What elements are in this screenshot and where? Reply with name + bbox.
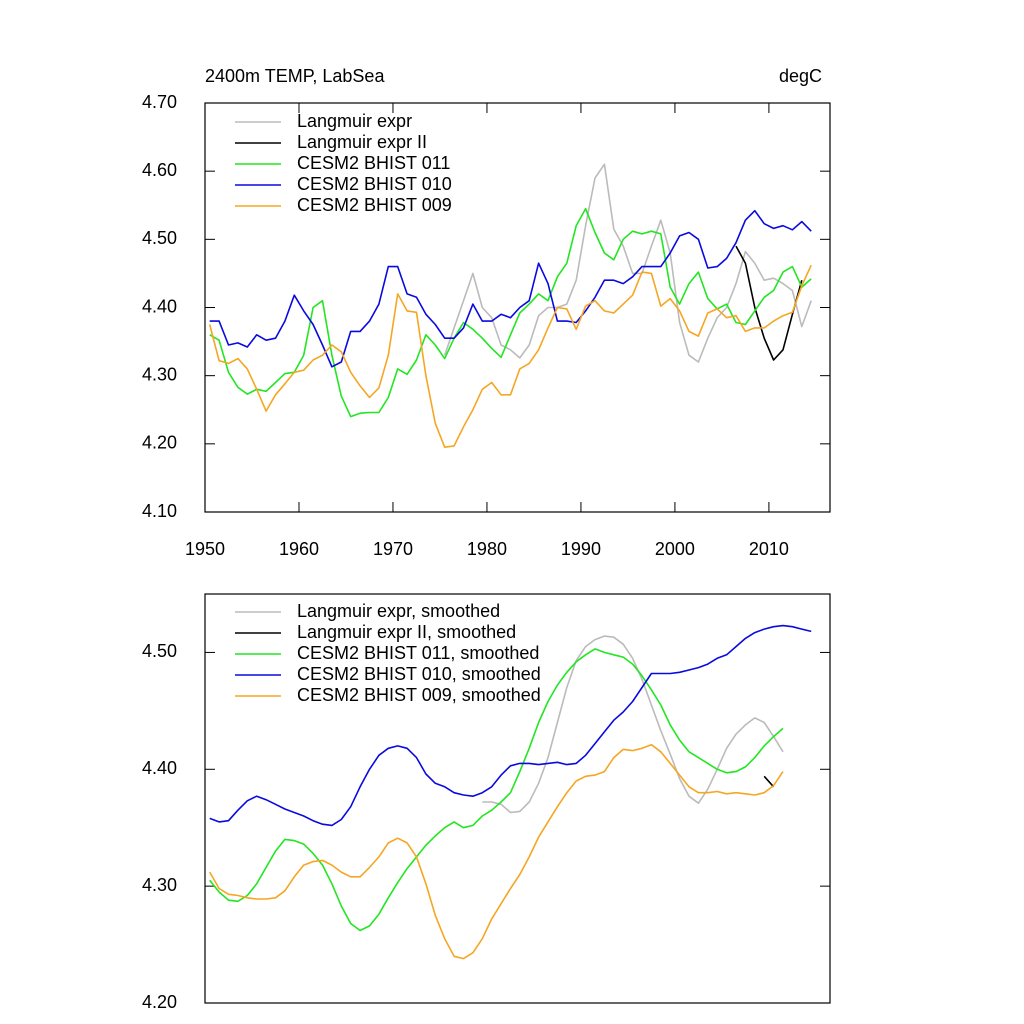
x-tick-label: 1990 [561,539,601,559]
y-tick-label: 4.10 [142,501,177,521]
y-tick-label: 4.40 [142,296,177,316]
y-tick-label: 4.30 [142,875,177,895]
chart-title: 2400m TEMP, LabSea [205,66,385,86]
y-tick-label: 4.40 [142,758,177,778]
legend-label: Langmuir expr [297,111,412,131]
x-tick-label: 1970 [373,539,413,559]
data-line [443,163,812,363]
data-line [209,648,784,932]
y-tick-label: 4.50 [142,641,177,661]
y-tick-label: 4.20 [142,433,177,453]
y-tick-label: 4.20 [142,992,177,1012]
units-label: degC [779,66,822,86]
legend-label: CESM2 BHIST 009 [297,195,452,215]
data-line [209,207,812,418]
legend-label: CESM2 BHIST 011, smoothed [297,643,539,663]
x-tick-label: 2010 [749,539,789,559]
legend-label: Langmuir expr II, smoothed [297,622,516,642]
data-line [209,743,784,960]
x-tick-label: 1980 [467,539,507,559]
legend-label: CESM2 BHIST 011 [297,153,450,173]
data-line [763,775,775,788]
plot-frame [204,593,831,1004]
x-tick-label: 1960 [279,539,319,559]
data-line [208,264,812,448]
y-tick-label: 4.30 [142,364,177,384]
data-line [735,245,803,361]
y-tick-label: 4.50 [142,228,177,248]
data-line [209,624,812,827]
x-tick-label: 1950 [185,539,225,559]
data-line [209,209,812,368]
legend-label: CESM2 BHIST 010, smoothed [297,664,541,684]
legend-label: CESM2 BHIST 009, smoothed [297,685,541,705]
legend-label: CESM2 BHIST 010 [297,174,452,194]
y-tick-label: 4.60 [142,160,177,180]
legend-label: Langmuir expr, smoothed [297,601,500,621]
y-tick-label: 4.70 [142,92,177,112]
x-tick-label: 2000 [655,539,695,559]
data-line [482,635,784,814]
legend-label: Langmuir expr II [297,132,427,152]
